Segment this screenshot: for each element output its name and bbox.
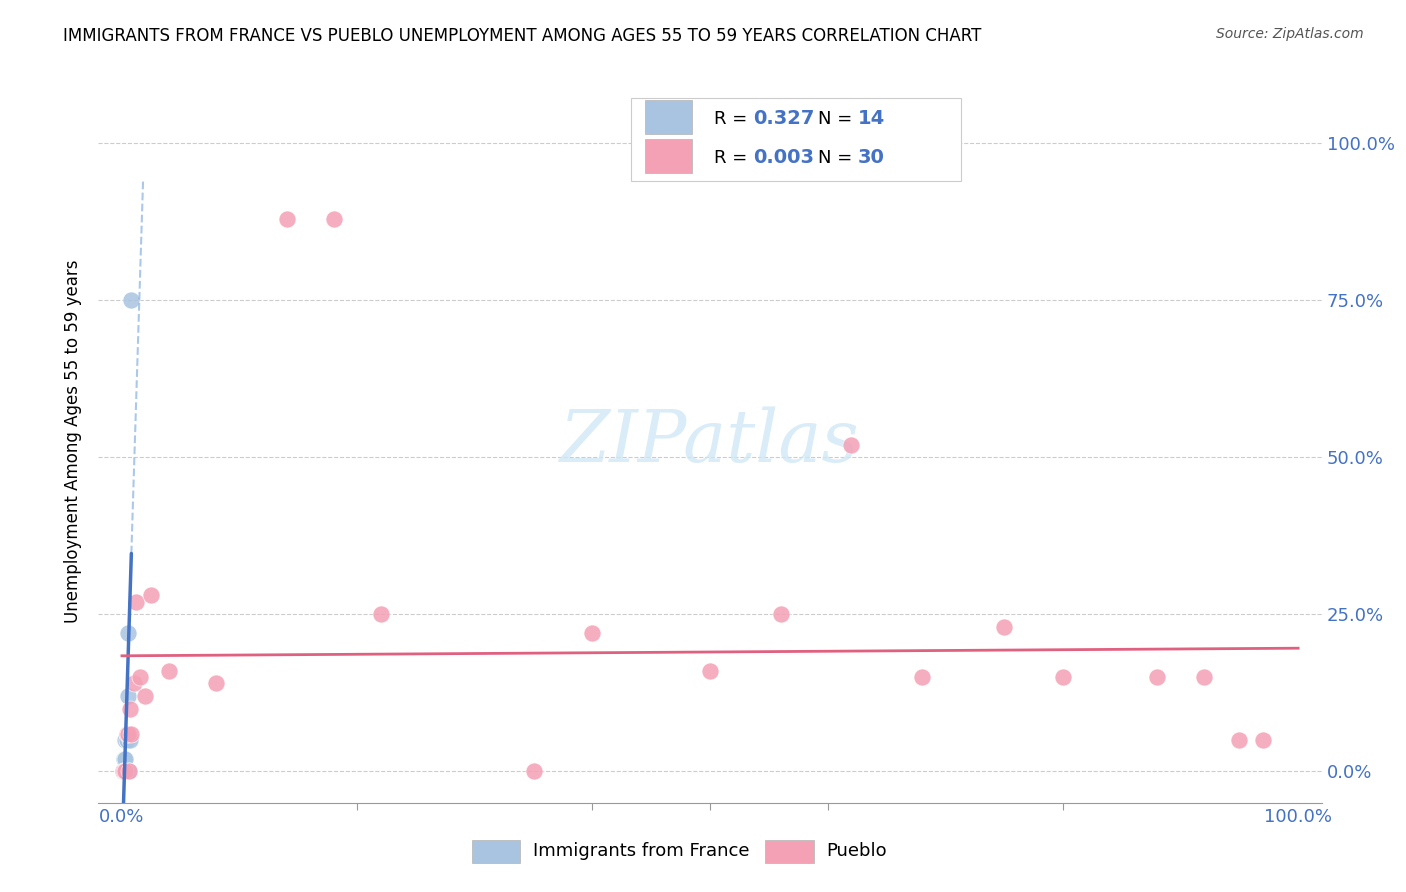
Point bbox=[112, 752, 135, 766]
Point bbox=[523, 764, 546, 779]
Point bbox=[117, 727, 139, 741]
Point bbox=[128, 670, 150, 684]
Point bbox=[118, 764, 141, 779]
Point bbox=[112, 764, 135, 779]
Text: R =: R = bbox=[714, 110, 752, 128]
Text: R =: R = bbox=[714, 149, 752, 167]
Bar bbox=[765, 839, 814, 863]
Point bbox=[115, 733, 138, 747]
Point bbox=[115, 727, 138, 741]
Point bbox=[117, 626, 139, 640]
Point bbox=[370, 607, 392, 622]
Point bbox=[322, 211, 344, 226]
Text: Immigrants from France: Immigrants from France bbox=[533, 842, 749, 860]
Point bbox=[1146, 670, 1168, 684]
Text: N =: N = bbox=[818, 149, 858, 167]
Point bbox=[112, 764, 135, 779]
Point bbox=[112, 764, 135, 779]
Text: N =: N = bbox=[818, 110, 858, 128]
Point bbox=[1227, 733, 1250, 747]
Point bbox=[581, 626, 603, 640]
Point bbox=[134, 689, 156, 703]
Point bbox=[1052, 670, 1074, 684]
Text: 30: 30 bbox=[858, 148, 884, 167]
Y-axis label: Unemployment Among Ages 55 to 59 years: Unemployment Among Ages 55 to 59 years bbox=[65, 260, 83, 624]
Bar bbox=[471, 839, 520, 863]
Point bbox=[118, 764, 141, 779]
Point bbox=[699, 664, 721, 678]
FancyBboxPatch shape bbox=[630, 98, 960, 181]
Text: 0.327: 0.327 bbox=[752, 109, 814, 128]
Point bbox=[120, 727, 142, 741]
Point bbox=[114, 764, 136, 779]
Point bbox=[125, 595, 148, 609]
Point bbox=[205, 676, 228, 690]
Point bbox=[120, 701, 142, 715]
Text: Source: ZipAtlas.com: Source: ZipAtlas.com bbox=[1216, 27, 1364, 41]
Point bbox=[114, 733, 136, 747]
Point bbox=[157, 664, 180, 678]
Point bbox=[112, 764, 135, 779]
Point bbox=[911, 670, 934, 684]
Point bbox=[141, 589, 163, 603]
Point bbox=[112, 764, 135, 779]
Point bbox=[114, 752, 136, 766]
Point bbox=[1192, 670, 1215, 684]
Bar bbox=[645, 100, 692, 135]
Text: ZIPatlas: ZIPatlas bbox=[560, 406, 860, 477]
Point bbox=[276, 211, 298, 226]
Point bbox=[117, 689, 139, 703]
Point bbox=[112, 764, 135, 779]
Text: 0.003: 0.003 bbox=[752, 148, 814, 167]
Text: 14: 14 bbox=[858, 109, 886, 128]
Bar bbox=[645, 139, 692, 173]
Text: IMMIGRANTS FROM FRANCE VS PUEBLO UNEMPLOYMENT AMONG AGES 55 TO 59 YEARS CORRELAT: IMMIGRANTS FROM FRANCE VS PUEBLO UNEMPLO… bbox=[63, 27, 981, 45]
Text: Pueblo: Pueblo bbox=[827, 842, 887, 860]
Point bbox=[122, 676, 145, 690]
Point bbox=[120, 733, 142, 747]
Point bbox=[769, 607, 792, 622]
Point bbox=[993, 620, 1015, 634]
Point bbox=[839, 438, 862, 452]
Point bbox=[1251, 733, 1274, 747]
Point bbox=[120, 293, 142, 308]
Point bbox=[114, 764, 136, 779]
